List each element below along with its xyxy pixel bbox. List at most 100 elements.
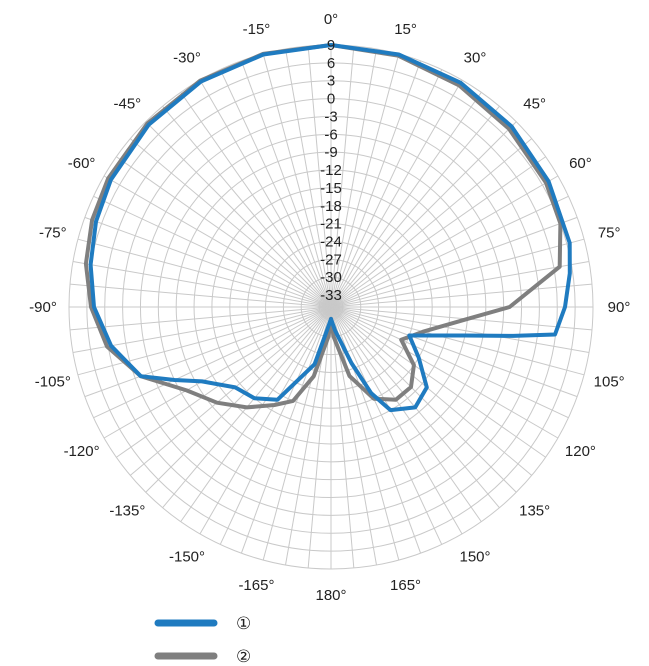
- grid-spoke: [180, 306, 332, 522]
- grid-spoke: [240, 60, 332, 308]
- grid-spoke: [330, 79, 463, 308]
- polar-grid: [68, 44, 594, 570]
- radial-tick-label: 0: [327, 91, 335, 108]
- angle-tick-label: -90°: [29, 299, 57, 316]
- grid-spoke: [307, 45, 332, 308]
- radial-tick-label: -18: [320, 198, 342, 215]
- grid-spoke: [330, 306, 482, 522]
- grid-spoke: [116, 156, 332, 308]
- radial-tick-label: -6: [324, 126, 337, 143]
- radial-tick-label: -27: [320, 251, 342, 268]
- grid-spoke: [330, 306, 559, 439]
- grid-spoke: [285, 48, 332, 308]
- grid-spoke: [330, 216, 578, 308]
- angle-tick-label: 135°: [519, 503, 550, 520]
- angle-tick-label: 45°: [523, 95, 546, 112]
- radial-tick-label: -3: [324, 108, 337, 125]
- angle-tick-label: 75°: [598, 224, 621, 241]
- grid-spoke: [330, 105, 500, 308]
- legend: ①②: [154, 614, 251, 666]
- grid-spoke: [330, 138, 533, 308]
- radial-tick-label: 6: [327, 55, 335, 72]
- grid-spoke: [84, 306, 332, 398]
- grid-spoke: [330, 306, 578, 398]
- grid-spoke: [330, 156, 546, 308]
- grid-spoke: [129, 306, 332, 476]
- angle-tick-label: -60°: [68, 155, 96, 172]
- grid-spoke: [330, 306, 585, 376]
- series-group: [83, 43, 572, 413]
- grid-spoke: [103, 306, 332, 439]
- angle-tick-label: -135°: [109, 503, 145, 520]
- grid-spoke: [219, 306, 332, 545]
- grid-spoke: [330, 53, 400, 308]
- series-line-1: [88, 43, 572, 413]
- legend-label: ②: [236, 647, 251, 666]
- radial-tick-label: -9: [324, 144, 337, 161]
- grid-spoke: [330, 60, 422, 308]
- grid-spoke: [103, 175, 332, 308]
- grid-spoke: [330, 195, 569, 308]
- angle-tick-label: 30°: [464, 50, 487, 67]
- angle-tick-label: -15°: [243, 21, 271, 38]
- grid-spoke: [330, 69, 443, 308]
- angle-tick-label: -30°: [173, 50, 201, 67]
- grid-spoke: [77, 306, 332, 376]
- grid-spoke: [72, 306, 332, 353]
- grid-spoke: [330, 306, 517, 493]
- angle-tick-label: 105°: [594, 374, 625, 391]
- grid-spoke: [129, 138, 332, 308]
- grid-spoke: [330, 306, 533, 476]
- grid-spoke: [330, 306, 443, 545]
- angle-tick-label: 165°: [390, 577, 421, 594]
- angle-tick-label: 0°: [324, 11, 338, 28]
- grid-spoke: [330, 306, 422, 554]
- grid-spoke: [330, 283, 593, 308]
- grid-spoke: [145, 121, 332, 308]
- grid-spoke: [162, 105, 332, 308]
- grid-spoke: [330, 306, 546, 458]
- grid-spoke: [330, 306, 463, 535]
- radial-tick-label: -33: [320, 287, 342, 304]
- grid-spoke: [93, 306, 332, 419]
- grid-spoke: [330, 121, 517, 308]
- angle-tick-label: -105°: [35, 374, 71, 391]
- angle-tick-label: 15°: [394, 21, 417, 38]
- grid-spoke: [72, 261, 332, 308]
- grid-spoke: [219, 69, 332, 308]
- grid-spoke: [145, 306, 332, 493]
- grid-spoke: [330, 306, 569, 419]
- angle-tick-label: 90°: [608, 299, 631, 316]
- angle-tick-label: -120°: [64, 443, 100, 460]
- grid-spoke: [330, 238, 585, 308]
- legend-label: ①: [236, 614, 251, 634]
- grid-spoke: [330, 306, 355, 569]
- grid-spoke: [84, 216, 332, 308]
- grid-spoke: [307, 306, 332, 569]
- grid-spoke: [262, 53, 332, 308]
- grid-spoke: [330, 306, 593, 331]
- grid-spoke: [199, 306, 332, 535]
- angle-tick-label: -45°: [114, 95, 142, 112]
- angle-tick-label: -150°: [169, 548, 205, 565]
- axis-labels: 0° 15° 30° 45° 60° 75° 90° 105° 120° 135° 150° 165°…: [29, 11, 630, 604]
- angle-tick-label: 180°: [315, 587, 346, 604]
- radial-tick-label: 9: [327, 37, 335, 54]
- grid-spoke: [330, 175, 559, 308]
- grid-spoke: [116, 306, 332, 458]
- grid-spoke: [240, 306, 332, 554]
- radial-tick-label: -15: [320, 180, 342, 197]
- radial-tick-label: -21: [320, 216, 342, 233]
- grid-spoke: [77, 238, 332, 308]
- angle-tick-label: 60°: [569, 155, 592, 172]
- grid-spoke: [180, 92, 332, 308]
- grid-spoke: [69, 283, 332, 308]
- grid-spoke: [330, 92, 482, 308]
- grid-spoke: [330, 261, 590, 308]
- grid-spoke: [93, 195, 332, 308]
- angle-tick-label: -75°: [39, 224, 67, 241]
- grid-spoke: [199, 79, 332, 308]
- radial-tick-label: -30: [320, 269, 342, 286]
- radial-tick-label: 3: [327, 73, 335, 90]
